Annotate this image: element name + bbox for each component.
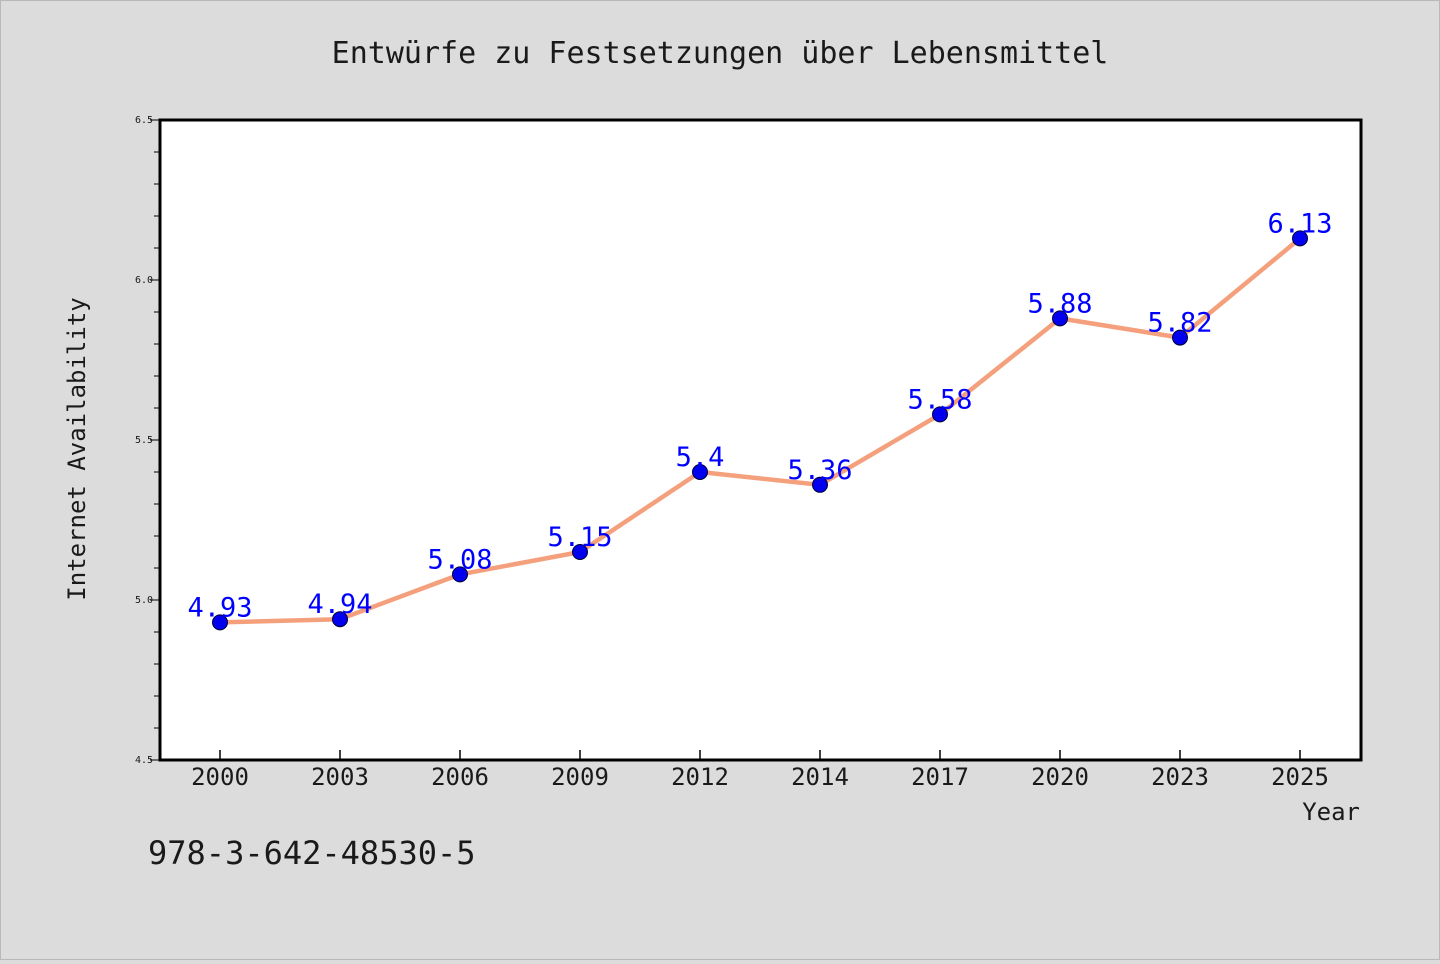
data-label: 5.58 [907, 384, 972, 415]
data-point [572, 544, 588, 560]
x-axis-label: Year [1302, 798, 1360, 826]
data-point [212, 614, 228, 631]
isbn-text: 978-3-642-48530-5 [148, 834, 476, 872]
data-label: 5.15 [547, 522, 612, 553]
x-tick-label: 2025 [1271, 763, 1329, 791]
data-label: 5.36 [787, 455, 852, 486]
data-label: 5.82 [1147, 308, 1212, 339]
data-point [452, 566, 468, 583]
data-label: 6.13 [1267, 208, 1332, 239]
y-tick-label: 6.5 [135, 115, 153, 126]
data-label: 4.93 [187, 592, 252, 623]
chart-title: Entwürfe zu Festsetzungen über Lebensmit… [332, 36, 1109, 71]
x-tick-label: 2014 [791, 763, 849, 791]
data-point [332, 611, 348, 628]
x-tick-label: 2017 [911, 763, 969, 791]
x-tick-label: 2023 [1151, 763, 1209, 791]
x-axis: 2000 2003 2006 2009 2012 2014 2017 2020 2023 2025 [191, 750, 1329, 791]
x-tick-label: 2003 [311, 763, 369, 791]
x-tick-label: 2000 [191, 763, 249, 791]
x-tick-label: 2006 [431, 763, 489, 791]
data-point [932, 406, 948, 423]
y-tick-label: 6.0 [135, 275, 153, 286]
data-label: 5.08 [427, 544, 492, 575]
data-point [1292, 230, 1308, 247]
data-label: 4.94 [307, 589, 372, 620]
data-point [1172, 329, 1188, 346]
x-tick-label: 2009 [551, 763, 609, 791]
markers [212, 230, 1308, 631]
series-line [219, 236, 1302, 625]
data-label: 5.4 [676, 442, 725, 473]
data-point [1052, 310, 1068, 327]
x-tick-label: 2020 [1031, 763, 1089, 791]
data-labels: 4.93 4.94 5.08 5.15 5.4 5.36 5.58 5.88 5.82 6.13 [187, 208, 1332, 623]
y-tick-label: 5.5 [135, 435, 153, 446]
y-tick-label: 4.5 [135, 755, 153, 766]
plot-area [158, 118, 1363, 762]
data-label: 5.88 [1027, 288, 1092, 319]
y-axis-label: Internet Availability [63, 297, 91, 600]
x-tick-label: 2012 [671, 763, 729, 791]
data-point [692, 464, 708, 480]
data-point [812, 476, 828, 493]
y-axis: 4.5 5.0 5.5 6.0 6.5 [135, 115, 160, 766]
y-tick-label: 5.0 [135, 595, 153, 606]
